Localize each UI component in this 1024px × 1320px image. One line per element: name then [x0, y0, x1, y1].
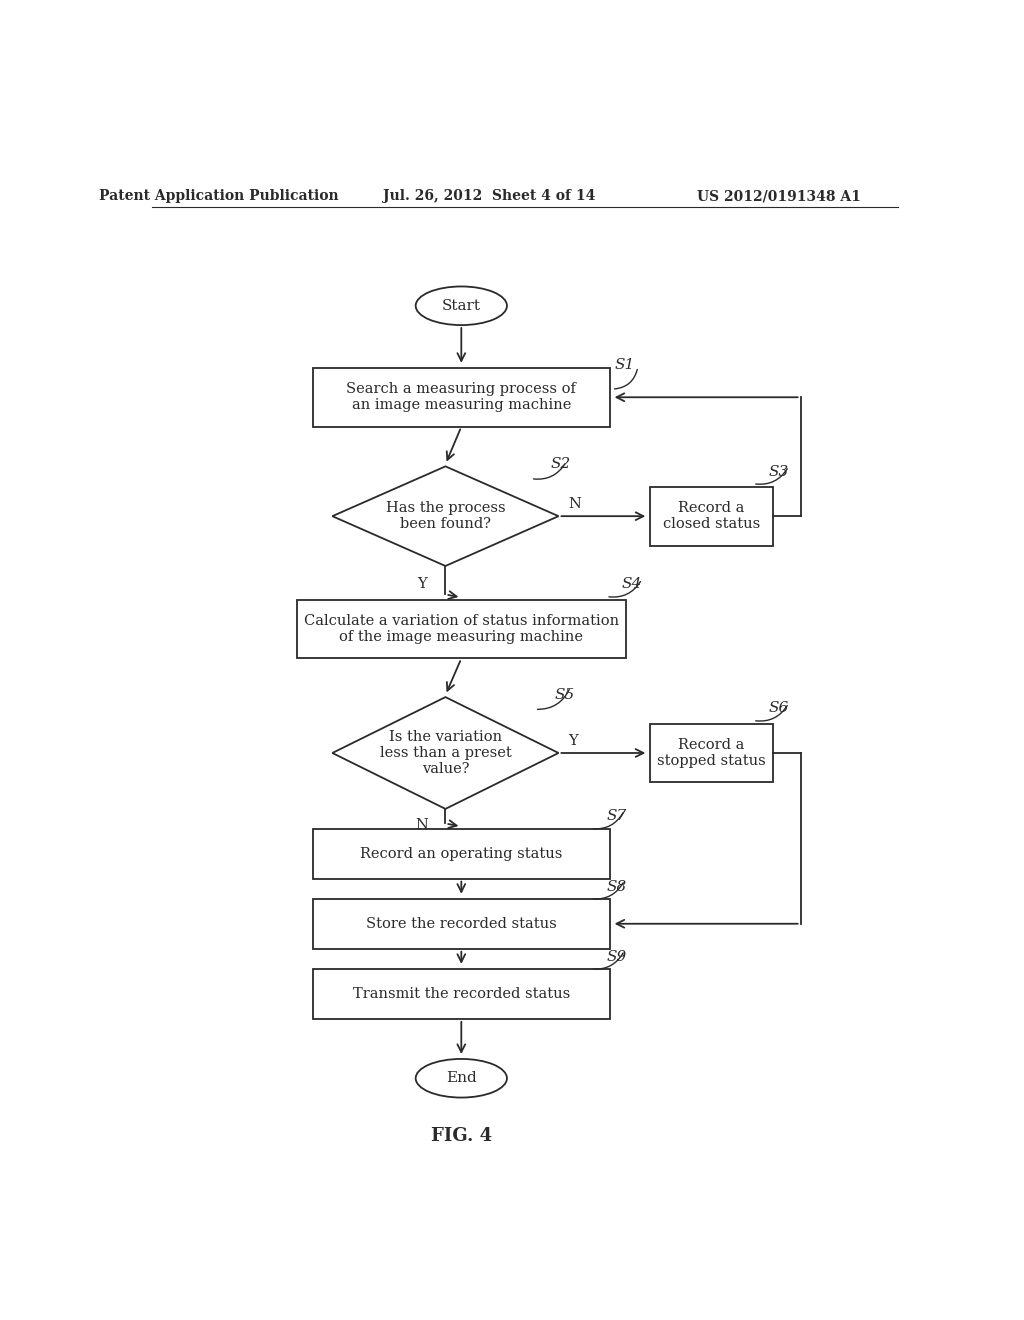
Text: S8: S8: [606, 879, 627, 894]
Text: Transmit the recorded status: Transmit the recorded status: [352, 987, 570, 1001]
Polygon shape: [333, 697, 558, 809]
Text: S4: S4: [622, 577, 642, 591]
Text: Record an operating status: Record an operating status: [360, 846, 562, 861]
FancyBboxPatch shape: [312, 969, 610, 1019]
FancyBboxPatch shape: [312, 899, 610, 949]
Text: S3: S3: [769, 465, 790, 479]
Text: Store the recorded status: Store the recorded status: [366, 917, 557, 931]
Text: Y: Y: [568, 734, 578, 748]
FancyBboxPatch shape: [312, 368, 610, 426]
Text: N: N: [416, 818, 428, 832]
FancyBboxPatch shape: [650, 723, 773, 783]
Text: Is the variation
less than a preset
value?: Is the variation less than a preset valu…: [380, 730, 511, 776]
Ellipse shape: [416, 1059, 507, 1097]
Text: S9: S9: [606, 950, 627, 964]
Text: Calculate a variation of status information
of the image measuring machine: Calculate a variation of status informat…: [304, 614, 618, 644]
Text: Has the process
been found?: Has the process been found?: [386, 502, 505, 531]
FancyBboxPatch shape: [297, 599, 626, 659]
Text: Search a measuring process of
an image measuring machine: Search a measuring process of an image m…: [346, 383, 577, 412]
Text: Start: Start: [441, 298, 481, 313]
Text: S1: S1: [614, 358, 634, 372]
Polygon shape: [333, 466, 558, 566]
Text: S2: S2: [551, 458, 570, 471]
Text: Y: Y: [418, 577, 427, 591]
Text: US 2012/0191348 A1: US 2012/0191348 A1: [696, 189, 861, 203]
Ellipse shape: [416, 286, 507, 325]
Text: Record a
stopped status: Record a stopped status: [657, 738, 766, 768]
Text: Jul. 26, 2012  Sheet 4 of 14: Jul. 26, 2012 Sheet 4 of 14: [383, 189, 595, 203]
Text: N: N: [568, 498, 581, 511]
FancyBboxPatch shape: [312, 829, 610, 879]
FancyBboxPatch shape: [650, 487, 773, 545]
Text: S5: S5: [555, 688, 574, 702]
Text: Patent Application Publication: Patent Application Publication: [99, 189, 339, 203]
Text: Record a
closed status: Record a closed status: [663, 502, 760, 531]
Text: FIG. 4: FIG. 4: [431, 1127, 492, 1146]
Text: S7: S7: [606, 809, 627, 824]
Text: End: End: [445, 1072, 477, 1085]
Text: S6: S6: [769, 701, 790, 715]
